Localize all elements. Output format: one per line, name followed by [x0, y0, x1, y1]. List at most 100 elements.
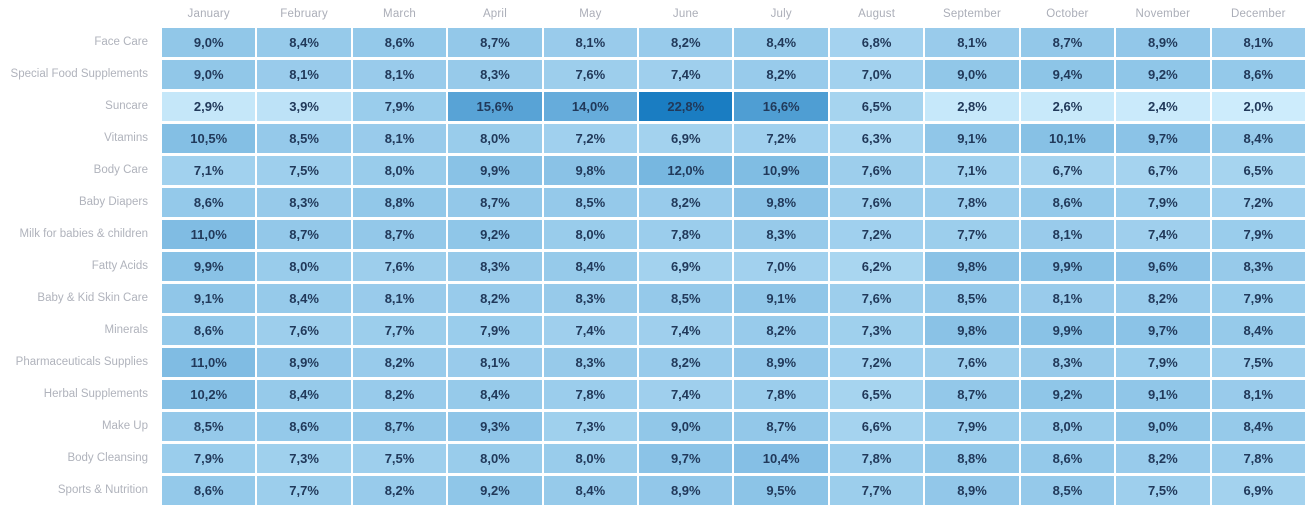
heatmap-cell-minerals-september[interactable]: 9,8% — [925, 316, 1019, 345]
heatmap-cell-vitamins-february[interactable]: 8,5% — [257, 124, 351, 153]
heatmap-cell-fatty-acids-august[interactable]: 6,2% — [829, 252, 924, 281]
heatmap-cell-make-up-march[interactable]: 8,7% — [352, 412, 447, 441]
heatmap-cell-vitamins-december[interactable]: 8,4% — [1211, 124, 1305, 153]
heatmap-cell-special-food-supplements-november[interactable]: 9,2% — [1116, 60, 1210, 89]
heatmap-cell-baby-diapers-november[interactable]: 7,9% — [1116, 188, 1210, 217]
heatmap-cell-body-cleansing-december[interactable]: 7,8% — [1211, 444, 1305, 473]
heatmap-cell-vitamins-march[interactable]: 8,1% — [352, 124, 447, 153]
heatmap-cell-fatty-acids-july[interactable]: 7,0% — [734, 252, 828, 281]
heatmap-cell-vitamins-october[interactable]: 10,1% — [1020, 124, 1115, 153]
heatmap-cell-face-care-may[interactable]: 8,1% — [543, 28, 638, 57]
heatmap-cell-baby-and-kid-skin-care-february[interactable]: 8,4% — [257, 284, 351, 313]
heatmap-cell-baby-diapers-september[interactable]: 7,8% — [925, 188, 1019, 217]
heatmap-cell-body-cleansing-march[interactable]: 7,5% — [352, 444, 447, 473]
heatmap-cell-fatty-acids-january[interactable]: 9,9% — [162, 252, 256, 281]
heatmap-cell-pharmaceuticals-supplies-january[interactable]: 11,0% — [162, 348, 256, 377]
heatmap-cell-minerals-july[interactable]: 8,2% — [734, 316, 828, 345]
heatmap-cell-pharmaceuticals-supplies-march[interactable]: 8,2% — [352, 348, 447, 377]
heatmap-cell-make-up-january[interactable]: 8,5% — [162, 412, 256, 441]
heatmap-cell-body-care-august[interactable]: 7,6% — [829, 156, 924, 185]
heatmap-cell-sports-and-nutrition-november[interactable]: 7,5% — [1116, 476, 1210, 505]
heatmap-cell-baby-diapers-february[interactable]: 8,3% — [257, 188, 351, 217]
heatmap-cell-herbal-supplements-december[interactable]: 8,1% — [1211, 380, 1305, 409]
heatmap-cell-pharmaceuticals-supplies-october[interactable]: 8,3% — [1020, 348, 1115, 377]
heatmap-cell-suncare-may[interactable]: 14,0% — [543, 92, 638, 121]
heatmap-cell-suncare-october[interactable]: 2,6% — [1020, 92, 1115, 121]
heatmap-cell-pharmaceuticals-supplies-may[interactable]: 8,3% — [543, 348, 638, 377]
heatmap-cell-body-care-july[interactable]: 10,9% — [734, 156, 828, 185]
heatmap-cell-make-up-april[interactable]: 9,3% — [448, 412, 542, 441]
heatmap-cell-body-cleansing-february[interactable]: 7,3% — [257, 444, 351, 473]
heatmap-cell-sports-and-nutrition-april[interactable]: 9,2% — [448, 476, 542, 505]
heatmap-cell-body-cleansing-october[interactable]: 8,6% — [1020, 444, 1115, 473]
heatmap-cell-vitamins-july[interactable]: 7,2% — [734, 124, 828, 153]
heatmap-cell-sports-and-nutrition-september[interactable]: 8,9% — [925, 476, 1019, 505]
heatmap-cell-pharmaceuticals-supplies-february[interactable]: 8,9% — [257, 348, 351, 377]
heatmap-cell-sports-and-nutrition-october[interactable]: 8,5% — [1020, 476, 1115, 505]
heatmap-cell-vitamins-november[interactable]: 9,7% — [1116, 124, 1210, 153]
heatmap-cell-sports-and-nutrition-march[interactable]: 8,2% — [352, 476, 447, 505]
heatmap-cell-herbal-supplements-april[interactable]: 8,4% — [448, 380, 542, 409]
heatmap-cell-body-care-april[interactable]: 9,9% — [448, 156, 542, 185]
heatmap-cell-fatty-acids-november[interactable]: 9,6% — [1116, 252, 1210, 281]
heatmap-cell-suncare-february[interactable]: 3,9% — [257, 92, 351, 121]
heatmap-cell-minerals-november[interactable]: 9,7% — [1116, 316, 1210, 345]
heatmap-cell-milk-for-babies-and-children-february[interactable]: 8,7% — [257, 220, 351, 249]
heatmap-cell-make-up-august[interactable]: 6,6% — [829, 412, 924, 441]
heatmap-cell-face-care-june[interactable]: 8,2% — [639, 28, 733, 57]
heatmap-cell-fatty-acids-december[interactable]: 8,3% — [1211, 252, 1305, 281]
heatmap-cell-baby-diapers-october[interactable]: 8,6% — [1020, 188, 1115, 217]
heatmap-cell-face-care-august[interactable]: 6,8% — [829, 28, 924, 57]
heatmap-cell-make-up-july[interactable]: 8,7% — [734, 412, 828, 441]
heatmap-cell-fatty-acids-june[interactable]: 6,9% — [639, 252, 733, 281]
heatmap-cell-vitamins-september[interactable]: 9,1% — [925, 124, 1019, 153]
heatmap-cell-baby-and-kid-skin-care-november[interactable]: 8,2% — [1116, 284, 1210, 313]
heatmap-cell-sports-and-nutrition-june[interactable]: 8,9% — [639, 476, 733, 505]
heatmap-cell-special-food-supplements-december[interactable]: 8,6% — [1211, 60, 1305, 89]
heatmap-cell-face-care-march[interactable]: 8,6% — [352, 28, 447, 57]
heatmap-cell-baby-diapers-july[interactable]: 9,8% — [734, 188, 828, 217]
heatmap-cell-special-food-supplements-august[interactable]: 7,0% — [829, 60, 924, 89]
heatmap-cell-baby-and-kid-skin-care-october[interactable]: 8,1% — [1020, 284, 1115, 313]
heatmap-cell-vitamins-may[interactable]: 7,2% — [543, 124, 638, 153]
heatmap-cell-minerals-june[interactable]: 7,4% — [639, 316, 733, 345]
heatmap-cell-milk-for-babies-and-children-july[interactable]: 8,3% — [734, 220, 828, 249]
heatmap-cell-herbal-supplements-october[interactable]: 9,2% — [1020, 380, 1115, 409]
heatmap-cell-milk-for-babies-and-children-october[interactable]: 8,1% — [1020, 220, 1115, 249]
heatmap-cell-baby-diapers-april[interactable]: 8,7% — [448, 188, 542, 217]
heatmap-cell-milk-for-babies-and-children-august[interactable]: 7,2% — [829, 220, 924, 249]
heatmap-cell-body-care-february[interactable]: 7,5% — [257, 156, 351, 185]
heatmap-cell-milk-for-babies-and-children-march[interactable]: 8,7% — [352, 220, 447, 249]
heatmap-cell-body-care-june[interactable]: 12,0% — [639, 156, 733, 185]
heatmap-cell-body-care-january[interactable]: 7,1% — [162, 156, 256, 185]
heatmap-cell-milk-for-babies-and-children-april[interactable]: 9,2% — [448, 220, 542, 249]
heatmap-cell-special-food-supplements-april[interactable]: 8,3% — [448, 60, 542, 89]
heatmap-cell-herbal-supplements-june[interactable]: 7,4% — [639, 380, 733, 409]
heatmap-cell-face-care-december[interactable]: 8,1% — [1211, 28, 1305, 57]
heatmap-cell-special-food-supplements-march[interactable]: 8,1% — [352, 60, 447, 89]
heatmap-cell-baby-diapers-march[interactable]: 8,8% — [352, 188, 447, 217]
heatmap-cell-suncare-april[interactable]: 15,6% — [448, 92, 542, 121]
heatmap-cell-herbal-supplements-november[interactable]: 9,1% — [1116, 380, 1210, 409]
heatmap-cell-face-care-july[interactable]: 8,4% — [734, 28, 828, 57]
heatmap-cell-baby-and-kid-skin-care-august[interactable]: 7,6% — [829, 284, 924, 313]
heatmap-cell-milk-for-babies-and-children-january[interactable]: 11,0% — [162, 220, 256, 249]
heatmap-cell-baby-diapers-january[interactable]: 8,6% — [162, 188, 256, 217]
heatmap-cell-fatty-acids-may[interactable]: 8,4% — [543, 252, 638, 281]
heatmap-cell-fatty-acids-september[interactable]: 9,8% — [925, 252, 1019, 281]
heatmap-cell-baby-and-kid-skin-care-december[interactable]: 7,9% — [1211, 284, 1305, 313]
heatmap-cell-sports-and-nutrition-may[interactable]: 8,4% — [543, 476, 638, 505]
heatmap-cell-baby-diapers-december[interactable]: 7,2% — [1211, 188, 1305, 217]
heatmap-cell-herbal-supplements-february[interactable]: 8,4% — [257, 380, 351, 409]
heatmap-cell-fatty-acids-february[interactable]: 8,0% — [257, 252, 351, 281]
heatmap-cell-suncare-june[interactable]: 22,8% — [639, 92, 733, 121]
heatmap-cell-herbal-supplements-may[interactable]: 7,8% — [543, 380, 638, 409]
heatmap-cell-make-up-october[interactable]: 8,0% — [1020, 412, 1115, 441]
heatmap-cell-vitamins-april[interactable]: 8,0% — [448, 124, 542, 153]
heatmap-cell-body-cleansing-may[interactable]: 8,0% — [543, 444, 638, 473]
heatmap-cell-suncare-august[interactable]: 6,5% — [829, 92, 924, 121]
heatmap-cell-pharmaceuticals-supplies-september[interactable]: 7,6% — [925, 348, 1019, 377]
heatmap-cell-body-cleansing-april[interactable]: 8,0% — [448, 444, 542, 473]
heatmap-cell-minerals-october[interactable]: 9,9% — [1020, 316, 1115, 345]
heatmap-cell-baby-and-kid-skin-care-july[interactable]: 9,1% — [734, 284, 828, 313]
